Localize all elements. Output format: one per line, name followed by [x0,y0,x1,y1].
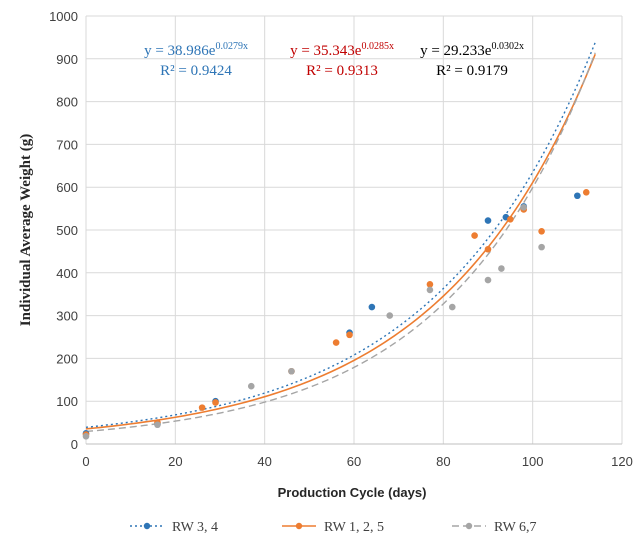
x-tick-label: 120 [611,454,633,469]
trendline [85,52,596,433]
data-point [198,404,206,411]
legend-label: RW 3, 4 [172,520,218,535]
x-tick-label: 40 [257,454,271,469]
data-point [386,312,394,319]
trend-equation: y = 35.343e0.0285x [290,41,394,59]
x-axis-title: Production Cycle (days) [278,485,427,500]
data-point [288,367,295,375]
data-point [212,399,219,406]
data-point [574,192,581,200]
r-squared-label: R² = 0.9179 [436,63,508,79]
y-tick-label: 100 [56,394,78,409]
legend-label: RW 6,7 [494,520,537,535]
equation-exponent: 0.0279x [215,41,248,52]
equation-base: y = 35.343e [290,43,362,59]
data-point [538,227,545,235]
x-tick-label: 80 [436,454,450,469]
data-point [332,339,340,346]
trendline [85,42,596,429]
equation-exponent: 0.0285x [361,41,394,52]
trendline-layer [85,42,596,433]
y-tick-label: 0 [71,437,78,452]
data-point [507,216,514,223]
equation-base: y = 29.233e [420,43,492,59]
y-tick-label: 600 [56,180,78,195]
data-point [471,232,478,239]
equation-annotation-layer: y = 38.986e0.0279x R² = 0.9424 y = 35.343e… [144,41,524,79]
y-tick-label: 1000 [49,9,78,24]
legend-label: RW 1, 2, 5 [324,520,384,535]
axis-layer: 0 100 200 300 400 500 600 700 800 900 1000 0 20 40 60 8… [49,9,633,469]
data-point [426,286,434,294]
legend-marker [465,522,473,530]
y-tick-label: 200 [56,351,78,366]
trend-equation: y = 29.233e0.0302x [420,41,524,59]
r-squared-label: R² = 0.9313 [306,63,378,79]
x-tick-label: 20 [168,454,182,469]
data-point [426,281,434,288]
data-point-layer [82,189,590,440]
data-point [82,432,90,440]
y-axis-title: Individual Average Weight (g) [18,134,34,326]
x-tick-label: 60 [347,454,361,469]
data-point [484,217,492,224]
equation-exponent: 0.0302x [491,41,524,52]
trendline [85,53,596,430]
data-point [520,204,528,211]
y-tick-label: 500 [56,223,78,238]
data-point [538,243,545,251]
x-tick-label: 0 [82,454,89,469]
grid-layer [85,15,623,445]
y-tick-label: 300 [56,309,78,324]
data-point [368,303,376,311]
y-tick-label: 800 [56,95,78,110]
data-point [247,382,255,390]
data-point [484,245,492,253]
y-tick-label: 900 [56,52,78,67]
data-point [154,421,161,429]
data-point [448,303,456,311]
data-point [346,331,353,339]
legend: RW 3, 4 RW 1, 2, 5 RW 6,7 [130,520,537,535]
equation-base: y = 38.986e [144,43,216,59]
legend-marker [143,522,151,530]
data-point [484,276,492,284]
data-point [582,189,590,196]
x-tick-label: 100 [522,454,544,469]
y-tick-label: 700 [56,137,78,152]
y-tick-label: 400 [56,266,78,281]
r-squared-label: R² = 0.9424 [160,63,232,79]
legend-marker [295,522,303,530]
trend-equation: y = 38.986e0.0279x [144,41,248,59]
data-point [498,265,505,272]
